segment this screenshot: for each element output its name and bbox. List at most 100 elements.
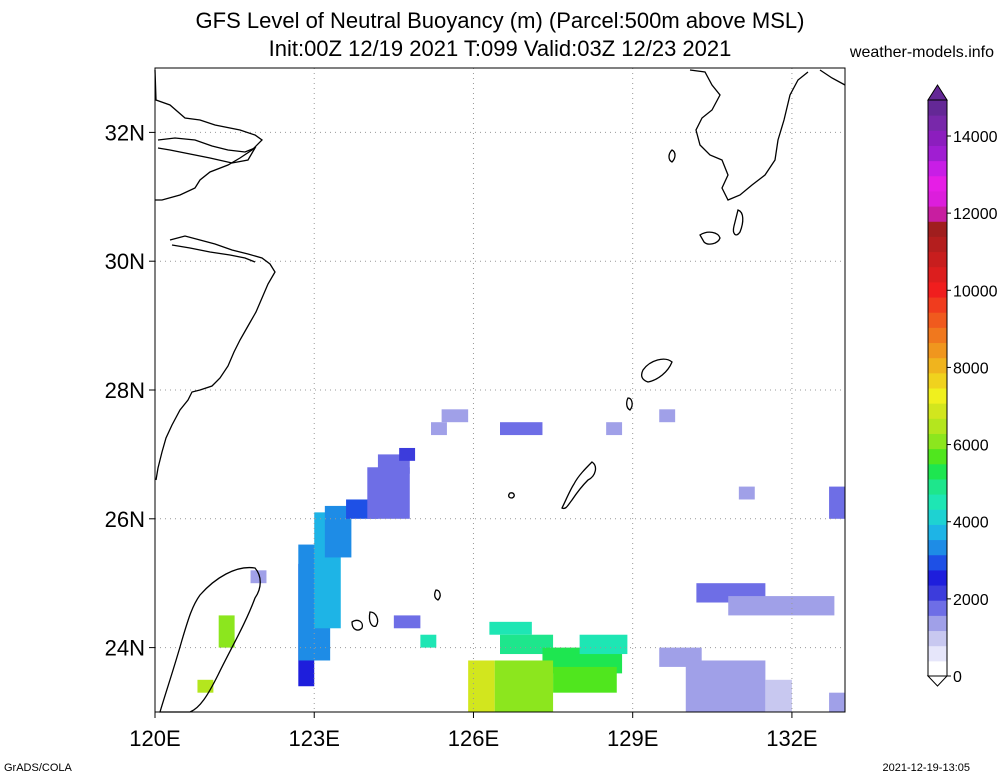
colorbar-segment: [928, 206, 947, 222]
buoyancy-cell: [431, 422, 447, 436]
colorbar-segment: [928, 281, 947, 298]
buoyancy-cell: [367, 467, 410, 519]
colorbar-segment: [928, 115, 947, 131]
buoyancy-cell: [738, 486, 755, 500]
colorbar-segment: [928, 221, 947, 237]
map-subtitle: Init:00Z 12/19 2021 T:099 Valid:03Z 12/2…: [268, 36, 732, 61]
colorbar-label: 12000: [953, 206, 998, 223]
lon-label: 120E: [129, 726, 180, 751]
buoyancy-cell: [659, 409, 676, 423]
colorbar-segment: [928, 266, 947, 283]
colorbar-segment: [928, 145, 947, 162]
latitude-labels: 32N 30N 28N 26N 24N: [105, 120, 145, 660]
colorbar-segment: [928, 357, 947, 374]
colorbar-segment: [928, 645, 947, 662]
colorbar-segment: [928, 524, 947, 541]
colorbar-segment: [928, 433, 947, 450]
miyako: [434, 589, 441, 601]
generation-timestamp: 2021-12-19-13:05: [882, 762, 970, 774]
buoyancy-cell: [553, 666, 617, 693]
colorbar-label: 14000: [953, 129, 998, 146]
lat-label: 30N: [105, 249, 145, 274]
buoyancy-cell: [489, 621, 532, 635]
buoyancy-cell: [441, 409, 469, 423]
lon-label: 123E: [289, 726, 340, 751]
buoyancy-cell: [500, 422, 543, 436]
okinawa: [561, 461, 597, 510]
yangtze-estuary: [157, 137, 257, 164]
buoyancy-cell: [393, 615, 421, 629]
buoyancy-cell: [500, 634, 554, 655]
lat-label: 26N: [105, 507, 145, 532]
buoyancy-cell: [218, 615, 235, 648]
colorbar-segment: [928, 448, 947, 465]
buoyancy-cell: [829, 692, 845, 712]
colorbar-segment: [928, 130, 947, 146]
colorbar-segment: [928, 327, 947, 344]
colorbar-segment: [928, 554, 947, 571]
longitude-labels: 120E 123E 126E 129E 132E: [129, 726, 817, 751]
buoyancy-field: [197, 409, 845, 712]
tokunoshima: [626, 397, 633, 411]
colorbar-segment: [928, 494, 947, 510]
colorbar-segment: [928, 600, 947, 616]
colorbar-segment: [928, 160, 947, 177]
colorbar-segment: [928, 236, 947, 253]
colorbar-label: 6000: [953, 438, 989, 455]
colorbar-segment: [928, 388, 947, 404]
colorbar-segment: [928, 403, 947, 419]
buoyancy-cell: [829, 486, 845, 519]
axis-ticks: [149, 131, 793, 718]
buoyancy-cell: [468, 660, 495, 712]
buoyancy-cell: [765, 679, 792, 712]
source-label: weather-models.info: [849, 44, 994, 61]
kyushu: [689, 69, 846, 201]
software-credit: GrADS/COLA: [4, 762, 72, 774]
colorbar-min-arrow: [926, 675, 949, 687]
colorbar-frame: [927, 99, 948, 677]
colorbar-label: 8000: [953, 360, 989, 377]
buoyancy-cell: [197, 679, 214, 693]
graticule: [155, 68, 845, 712]
china-coast: [154, 69, 264, 201]
buoyancy-cell: [420, 634, 437, 648]
amami-oshima: [641, 358, 673, 383]
colorbar-segment: [928, 100, 947, 116]
colorbar-segment: [928, 342, 947, 359]
tanegashima: [732, 209, 744, 236]
colorbar-label: 10000: [953, 283, 998, 300]
buoyancy-cell: [606, 422, 623, 436]
coastlines: [154, 69, 846, 713]
colorbar-segment: [928, 251, 947, 268]
lon-label: 129E: [607, 726, 658, 751]
buoyancy-cell: [494, 660, 554, 712]
colorbar-label: 4000: [953, 515, 989, 532]
lon-label: 126E: [448, 726, 499, 751]
taiwan: [159, 566, 261, 713]
colorbar-segment: [928, 478, 947, 495]
buoyancy-cell: [685, 660, 766, 712]
colorbar-label: 0: [953, 669, 962, 686]
kumejima: [508, 492, 515, 499]
colorbar-segment: [928, 569, 947, 586]
zhejiang-coast: [155, 235, 276, 481]
lat-label: 24N: [105, 636, 145, 661]
colorbar-segment: [928, 463, 947, 480]
colorbar-segment: [928, 630, 947, 647]
colorbar-max-arrow: [927, 84, 948, 101]
buoyancy-cell: [579, 634, 628, 655]
lat-label: 28N: [105, 378, 145, 403]
colorbar-segment: [928, 418, 947, 434]
lon-label: 132E: [766, 726, 817, 751]
colorbar-segment: [928, 585, 947, 601]
colorbar-segment: [928, 175, 947, 192]
buoyancy-cell: [399, 447, 416, 461]
ishigaki: [351, 611, 379, 631]
hangzhou-bay: [171, 244, 256, 263]
buoyancy-cell: [250, 570, 267, 584]
colorbar-segment: [928, 509, 947, 525]
colorbar-segment: [928, 539, 947, 556]
colorbar: 0 2000 4000 6000 8000 10000 12000 14000: [926, 84, 998, 687]
colorbar-segment: [928, 312, 947, 328]
